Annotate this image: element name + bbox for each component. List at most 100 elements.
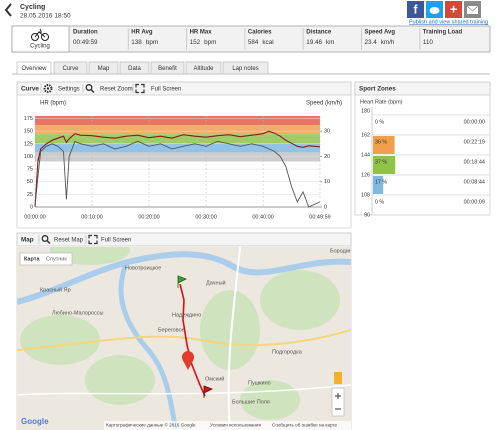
fullscreen-icon (88, 234, 98, 245)
route (179, 283, 206, 397)
tab-label[interactable]: Curve (62, 66, 79, 72)
stat-label: Speed Avg (365, 30, 396, 36)
x-tick-label: 00:20:00 (138, 214, 159, 220)
tab[interactable] (150, 61, 185, 75)
map-type[interactable]: Спутник (46, 256, 67, 262)
tab[interactable] (16, 61, 52, 75)
river (118, 263, 179, 430)
forest-area (85, 355, 155, 405)
report-link[interactable]: Сообщить об ошибке на карте (272, 423, 338, 428)
panel-header (354, 81, 491, 96)
stat-number: 23.4 (365, 39, 378, 46)
toolbar-button[interactable]: Reset Map (54, 238, 84, 244)
stat-label: Training Load (423, 30, 463, 36)
series-line (34, 130, 321, 208)
tab[interactable] (222, 61, 269, 75)
stat-unit: bpm (204, 39, 216, 46)
hr-zone-band (35, 116, 320, 126)
map[interactable]: Бородинский Новотроицкое Красный Яр Любино-… (17, 235, 363, 430)
place-label: Омский (205, 375, 224, 382)
place-label: Пушкино (248, 380, 271, 386)
zoom-icon (85, 84, 93, 91)
zone-percent: 36 % (375, 139, 387, 145)
zone-bar (373, 176, 384, 194)
place-label: Большие Поля (232, 399, 270, 405)
tab-label[interactable]: Altitude (193, 66, 214, 72)
share-facebook[interactable] (407, 1, 424, 18)
tab-label[interactable]: Lap notes (232, 66, 258, 72)
y-tick-label: 75 (27, 167, 33, 173)
tab[interactable] (53, 61, 88, 75)
toolbar-button[interactable]: Reset Zoom (100, 87, 133, 93)
map-type-control[interactable] (19, 252, 73, 266)
y-tick-label: 175 (24, 116, 33, 122)
tab-label[interactable]: Benefit (158, 66, 177, 72)
stat-unit: km (326, 39, 334, 46)
gear-hole (46, 87, 50, 90)
zone-bound: 180 (361, 108, 370, 114)
tab-label[interactable]: Data (128, 66, 141, 72)
place-label: Надеждино (172, 312, 201, 318)
zoom-control[interactable] (331, 387, 345, 417)
stat-value: 584 kcal (248, 39, 274, 46)
tab[interactable] (185, 61, 222, 75)
x-tick-label: 00:40:00 (252, 214, 273, 220)
stat-label: HR Avg (131, 30, 153, 36)
y-tick-label: 25 (27, 192, 33, 198)
tab[interactable] (88, 61, 119, 75)
y-tick-label: 150 (24, 129, 33, 135)
zones-subtitle: Heart Rate (bpm) (360, 99, 403, 105)
sport-name: Cycling (30, 44, 50, 50)
hr-zone-band (35, 134, 320, 144)
y2-tick-label: 10 (324, 179, 330, 185)
share-google[interactable] (445, 1, 462, 18)
map-type[interactable]: Карта (24, 256, 40, 262)
road (17, 384, 351, 396)
zone-time: 00:00:09 (464, 199, 485, 205)
page-title: Cycling (20, 4, 45, 11)
start-flag (177, 275, 187, 288)
tab[interactable] (119, 61, 150, 75)
panel-title: Sport Zones (359, 86, 396, 93)
toolbar-button[interactable]: Full Screen (101, 238, 131, 244)
place-label: Дачный (206, 279, 226, 286)
toolbar-button[interactable]: Full Screen (151, 87, 181, 93)
zoom-handle (46, 239, 51, 245)
stat-value: 152 bpm (190, 39, 217, 46)
attribution-bg (104, 421, 351, 430)
back-arrow[interactable] (4, 3, 12, 17)
stat-unit: bpm (146, 39, 158, 46)
forest-area (200, 290, 260, 370)
pegman[interactable] (334, 372, 342, 384)
mail-envelope (467, 6, 478, 14)
place-label: Любино-Малороссы (52, 310, 104, 316)
stat-label: Duration (73, 30, 98, 36)
stat-number: 584 (248, 39, 259, 46)
panel-title: Curve (21, 86, 39, 93)
y2-tick-label: 20 (324, 154, 330, 160)
datetime: 28.05.2016 18:50 (20, 13, 71, 20)
terms-link[interactable]: Условия использования (210, 423, 261, 428)
stat-unit: km/h (381, 39, 395, 46)
hr-zone-band (35, 125, 320, 135)
zoom-handle (90, 88, 95, 94)
y-tick-label: 100 (24, 154, 33, 160)
tab-label[interactable]: Overview (21, 66, 47, 72)
share-link[interactable]: Publish and view shared training (409, 19, 488, 25)
bike-frame (34, 28, 46, 38)
zoom-in[interactable] (335, 393, 341, 399)
y-axis-title: HR (bpm) (40, 101, 66, 107)
zone-bound: 90 (364, 212, 370, 218)
stat-value: 23.4 km/h (365, 39, 395, 46)
forest-area (260, 270, 340, 330)
zone-percent: 0 % (375, 199, 384, 205)
forest-area (20, 315, 100, 365)
facebook-icon: f (414, 3, 419, 17)
tab-label[interactable]: Map (98, 66, 110, 72)
zone-time: 00:08:44 (464, 179, 485, 185)
stat-label: Distance (306, 30, 332, 36)
x-tick-label: 00:10:00 (81, 214, 102, 220)
toolbar-button[interactable]: Settings (58, 87, 80, 93)
stat-number: 19.46 (306, 39, 322, 46)
